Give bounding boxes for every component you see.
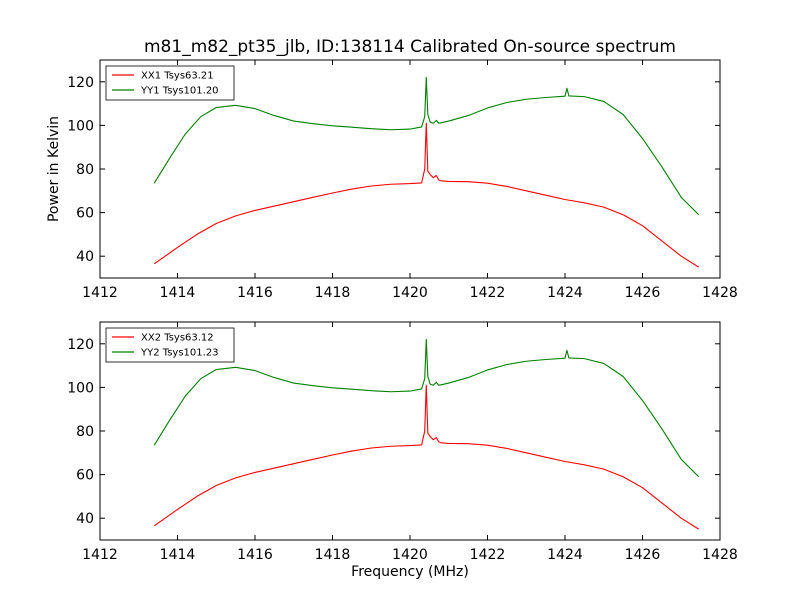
x-tick-label: 1426 xyxy=(625,547,661,563)
x-tick-label: 1412 xyxy=(82,285,118,301)
y-tick-label: 80 xyxy=(76,424,94,440)
y-tick-label: 100 xyxy=(67,118,94,134)
legend: XX2 Tsys63.12 YY2 Tsys101.23 xyxy=(105,327,235,363)
x-tick-label: 1428 xyxy=(702,547,738,563)
x-tick-label: 1418 xyxy=(315,285,351,301)
legend-box xyxy=(105,327,235,363)
legend-entry: XX2 Tsys63.12 xyxy=(141,333,214,344)
x-tick-label: 1416 xyxy=(237,547,273,563)
legend-entry: XX1 Tsys63.21 xyxy=(141,71,214,82)
y-tick-label: 40 xyxy=(76,249,94,265)
series-line-xx1 xyxy=(153,122,699,268)
x-tick-label: 1428 xyxy=(702,285,738,301)
x-tick-label: 1412 xyxy=(82,547,118,563)
plot-panel-1: 1412 1414 1416 1418 1420 1422 1424 1426 1428 40 60… xyxy=(46,37,738,301)
series-line-yy2 xyxy=(153,338,700,478)
x-tick-label: 1418 xyxy=(315,547,351,563)
x-tick-label: 1414 xyxy=(160,547,196,563)
x-tick-label: 1414 xyxy=(160,285,196,301)
x-tick-label: 1424 xyxy=(547,285,583,301)
y-tick-label: 60 xyxy=(76,468,94,484)
x-tick-label: 1416 xyxy=(237,285,273,301)
y-tick-label: 120 xyxy=(67,75,94,91)
legend: XX1 Tsys63.21 YY1 Tsys101.20 xyxy=(105,65,235,101)
y-tick-label: 120 xyxy=(67,337,94,353)
y-axis-label: Power in Kelvin xyxy=(46,116,62,222)
x-tick-label: 1420 xyxy=(392,547,428,563)
plot-panel-2: 1412 1414 1416 1418 1420 1422 1424 1426 1428 40 60… xyxy=(67,321,738,580)
legend-entry: YY2 Tsys101.23 xyxy=(140,348,219,359)
x-tick-label: 1422 xyxy=(470,547,506,563)
y-tick-label: 80 xyxy=(76,162,94,178)
x-axis-label: Frequency (MHz) xyxy=(351,564,469,580)
x-tick-label: 1426 xyxy=(625,285,661,301)
series-line-xx2 xyxy=(153,384,699,530)
x-tick-label: 1424 xyxy=(547,547,583,563)
x-tick-label: 1420 xyxy=(392,285,428,301)
y-tick-label: 100 xyxy=(67,380,94,396)
y-tick-label: 40 xyxy=(76,511,94,527)
y-tick-label: 60 xyxy=(76,206,94,222)
chart-title: m81_m82_pt35_jlb, ID:138114 Calibrated O… xyxy=(144,37,676,57)
legend-box xyxy=(105,65,235,101)
x-tick-label: 1422 xyxy=(470,285,506,301)
series-line-yy1 xyxy=(153,76,700,216)
legend-entry: YY1 Tsys101.20 xyxy=(140,86,219,97)
